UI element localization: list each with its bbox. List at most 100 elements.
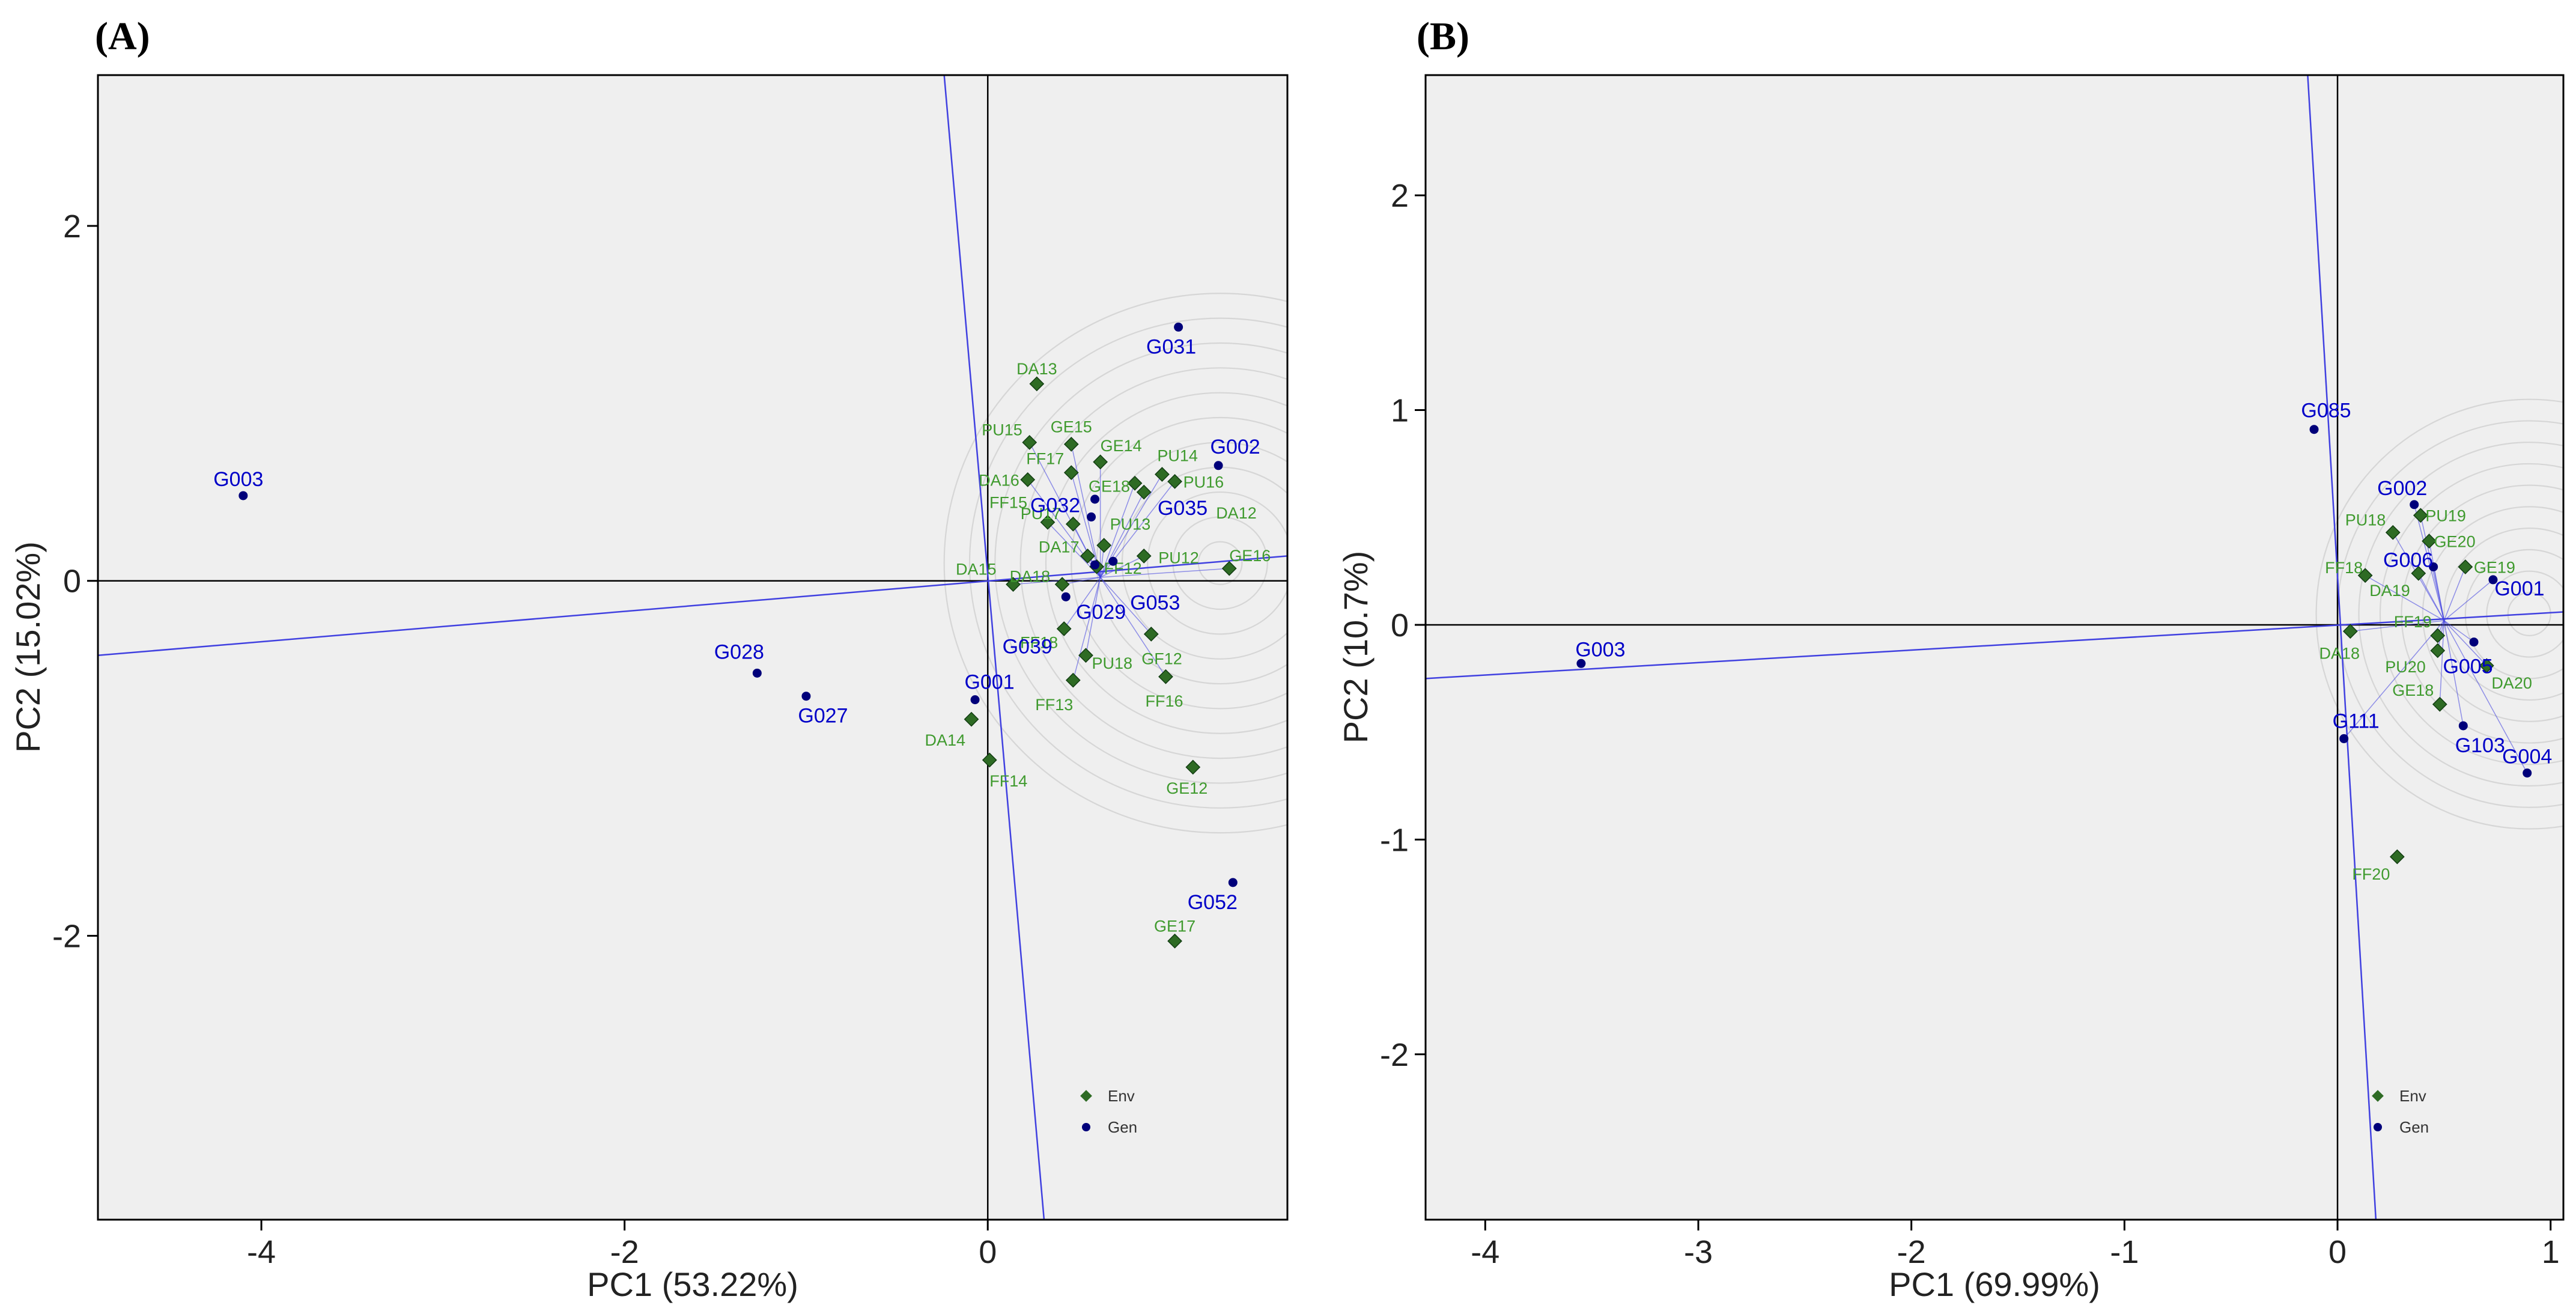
gen-label-g005: G005 xyxy=(2443,656,2492,678)
env-label-ge18: GE18 xyxy=(1089,477,1130,495)
x-tick-label: 0 xyxy=(979,1234,997,1270)
distance-circle xyxy=(1172,516,1268,610)
gen-label-g035: G035 xyxy=(1158,497,1208,520)
gen-point-g029 xyxy=(1090,560,1100,570)
gen-label-g032: G032 xyxy=(1030,494,1080,517)
env-point-pu16 xyxy=(1167,473,1182,489)
distance-circle xyxy=(969,317,1287,809)
y-tick-label: 0 xyxy=(63,564,81,600)
env-point-ge18 xyxy=(1127,475,1143,491)
env-point-ge16 xyxy=(1221,561,1237,576)
x-tick-label: 1 xyxy=(2542,1234,2560,1270)
gen-point-g002 xyxy=(2410,500,2419,509)
gen-label-g029: G029 xyxy=(1076,601,1126,624)
gen-label-g003: G003 xyxy=(213,468,263,491)
env-label-ff19: FF19 xyxy=(2394,613,2432,631)
env-label-ff17: FF17 xyxy=(1026,450,1064,468)
distance-circle xyxy=(1071,416,1287,710)
env-point-ff13 xyxy=(1065,672,1081,688)
env-label-pu16: PU16 xyxy=(1183,473,1224,491)
env-label-ge17: GE17 xyxy=(1154,917,1195,935)
env-label-ge12: GE12 xyxy=(1166,779,1208,797)
gen-label-g003: G003 xyxy=(1575,638,1625,661)
env-label-gf12: GF12 xyxy=(1141,649,1182,668)
gen-point-g001 xyxy=(970,695,980,705)
x-tick-label: -2 xyxy=(610,1234,639,1270)
gen-label-g053: G053 xyxy=(1130,591,1180,614)
gen-point-g053 xyxy=(1108,556,1118,566)
distance-circle xyxy=(2507,592,2551,636)
env-point-pu12 xyxy=(1136,549,1152,564)
distance-circle xyxy=(2401,484,2563,744)
vector-line xyxy=(2443,620,2474,643)
env-point-ge15 xyxy=(1063,436,1079,452)
env-point-da15 xyxy=(1006,577,1021,592)
env-label-ff14: FF14 xyxy=(989,772,1027,790)
y-tick-label: 2 xyxy=(1391,178,1409,214)
plot-content: DA13 PU15 GE15 GE14 FF17 PU14 PU16 DA16 GE18 DA12… xyxy=(98,75,1287,1220)
vector-line xyxy=(2413,504,2445,621)
env-label-da20: DA20 xyxy=(2491,674,2532,692)
distance-circle xyxy=(2443,528,2563,701)
y-tick-label: -2 xyxy=(52,918,81,954)
env-point-pu18 xyxy=(1078,648,1093,663)
x-axis-title: PC1 (53.22%) xyxy=(587,1265,798,1303)
distance-circle xyxy=(1019,367,1287,759)
vector-line xyxy=(2443,567,2466,621)
env-point-da12 xyxy=(1136,484,1152,500)
gen-point-g003 xyxy=(238,491,248,500)
env-label-ge14: GE14 xyxy=(1101,437,1142,455)
env-label-da12: DA12 xyxy=(1216,504,1257,522)
panel-label: (B) xyxy=(1417,14,1469,58)
gen-point-g111 xyxy=(2339,734,2349,743)
distance-circle xyxy=(2358,442,2563,787)
gen-point-g006 xyxy=(2429,562,2438,571)
y-tick-label: 1 xyxy=(1391,393,1409,429)
env-label-pu17: PU17 xyxy=(1021,505,1062,523)
env-point-ge20 xyxy=(2422,534,2437,549)
gen-label-g002: G002 xyxy=(2377,477,2427,500)
env-point-pu19 xyxy=(2413,508,2428,523)
env-point-pu13 xyxy=(1096,538,1112,553)
vector-line xyxy=(1063,577,1101,629)
env-point-da19 xyxy=(2411,565,2426,581)
env-label-ff16: FF16 xyxy=(1145,692,1183,710)
legend: Env Gen xyxy=(1080,1087,1137,1136)
distance-circle xyxy=(943,293,1287,834)
env-point-pu18 xyxy=(2385,525,2401,540)
vector-line xyxy=(2443,620,2528,773)
gen-label-g111: G111 xyxy=(2333,710,2380,732)
env-label-pu14: PU14 xyxy=(1157,447,1198,465)
env-label-da14: DA14 xyxy=(925,731,965,749)
env-point-ff14 xyxy=(982,752,997,768)
legend-gen-marker xyxy=(1082,1123,1090,1131)
gen-point-g004 xyxy=(2523,768,2532,778)
env-label-ff15: FF15 xyxy=(989,493,1027,511)
env-label-ff13: FF13 xyxy=(1035,696,1073,714)
env-label-da15: DA15 xyxy=(956,561,997,579)
env-label-pu15: PU15 xyxy=(982,421,1022,439)
gen-point-g032 xyxy=(1087,512,1096,522)
plot-area xyxy=(98,75,1287,1220)
x-tick-label: -3 xyxy=(1684,1234,1713,1270)
vector-line xyxy=(2365,575,2444,621)
distance-circle xyxy=(2486,570,2563,658)
gen-point-g002 xyxy=(1214,461,1223,470)
env-point-pu20 xyxy=(2430,643,2446,659)
vector-line xyxy=(1071,472,1101,578)
x-tick-label: -4 xyxy=(1471,1234,1499,1270)
legend-gen-marker xyxy=(2374,1123,2382,1131)
gen-point-g028 xyxy=(752,668,762,678)
gen-point-g035 xyxy=(1090,494,1100,504)
env-label-ff18: FF18 xyxy=(1020,633,1058,651)
gen-label-g085: G085 xyxy=(2301,400,2351,422)
env-label-pu13: PU13 xyxy=(1110,516,1151,534)
gen-label-g001: G001 xyxy=(964,671,1014,694)
gen-label-g004: G004 xyxy=(2502,746,2552,768)
average-environment-ordinate xyxy=(943,75,1045,1220)
vector-line xyxy=(1099,491,1144,578)
env-label-ge15: GE15 xyxy=(1051,418,1092,436)
env-label-pu18: PU18 xyxy=(1092,654,1132,672)
env-point-ge19 xyxy=(2458,559,2473,574)
vector-line xyxy=(1071,444,1101,577)
